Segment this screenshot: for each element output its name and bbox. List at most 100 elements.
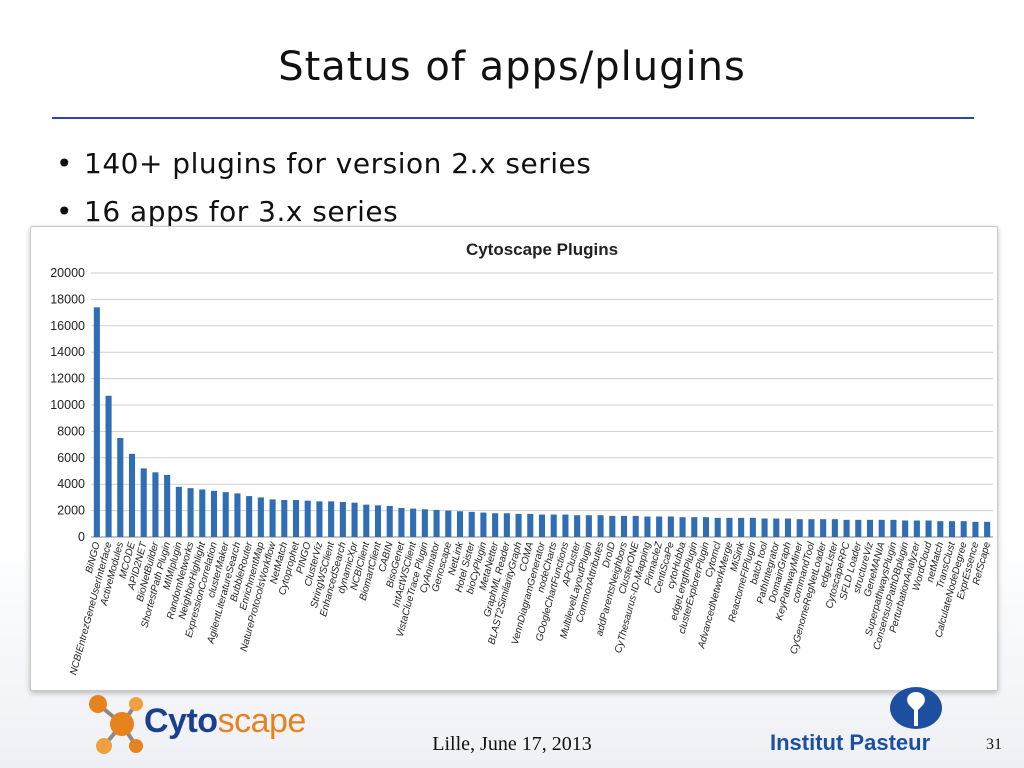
y-tick-label: 6000 — [57, 451, 85, 465]
bullet-list: • 140+ plugins for version 2.x series • … — [56, 140, 591, 236]
bar — [925, 520, 932, 537]
cytoscape-network-icon — [89, 695, 143, 754]
cytoscape-wordmark: Cytoscape — [144, 702, 306, 740]
page-number: 31 — [986, 736, 1002, 753]
bar — [363, 504, 370, 537]
bar — [773, 518, 780, 537]
chart-title: Cytoscape Plugins — [466, 240, 618, 259]
bar — [257, 497, 264, 537]
bar — [948, 521, 956, 537]
bar — [210, 490, 218, 537]
bullet-text: 16 apps for 3.x series — [84, 195, 399, 228]
bar — [597, 515, 604, 537]
bar — [386, 505, 393, 537]
bar — [292, 500, 300, 537]
bar — [515, 513, 522, 537]
bar — [328, 501, 335, 537]
bullet-dot-icon: • — [56, 147, 74, 180]
bar — [164, 474, 171, 537]
bar — [691, 517, 698, 537]
y-tick-label: 20000 — [50, 266, 85, 280]
bar — [574, 515, 581, 537]
bar — [187, 488, 194, 537]
bar — [702, 517, 710, 537]
bar — [222, 492, 229, 537]
pasteur-emblem-icon — [890, 687, 942, 729]
bar — [140, 468, 147, 537]
bar — [937, 521, 944, 537]
bar — [93, 307, 100, 537]
bar — [738, 517, 745, 537]
bar — [550, 514, 557, 537]
bar — [902, 520, 909, 537]
bar — [234, 493, 241, 537]
bar — [105, 395, 112, 537]
y-tick-label: 12000 — [50, 372, 85, 386]
bar — [796, 519, 803, 537]
bar — [480, 512, 487, 537]
pasteur-wordmark: Institut Pasteur — [770, 730, 931, 755]
bar — [855, 519, 862, 537]
bar — [492, 513, 499, 537]
bar — [679, 517, 686, 537]
slide-title: Status of apps/plugins — [278, 44, 746, 90]
y-tick-label: 0 — [78, 530, 85, 544]
y-tick-label: 2000 — [57, 504, 85, 518]
bar — [339, 502, 346, 537]
bar — [831, 519, 838, 537]
bar — [749, 517, 756, 537]
bar — [820, 519, 827, 537]
y-tick-label: 18000 — [50, 292, 85, 306]
bar — [421, 509, 428, 537]
bar — [585, 515, 592, 537]
bar — [152, 472, 159, 537]
bullet-dot-icon: • — [56, 195, 74, 228]
institut-pasteur-logo: Institut Pasteur — [770, 686, 942, 764]
bar — [726, 517, 733, 537]
bar — [632, 515, 639, 537]
bar — [656, 516, 663, 537]
bar — [433, 509, 440, 537]
bar — [808, 519, 815, 537]
bar — [304, 500, 311, 537]
bar — [714, 517, 721, 537]
bar — [175, 486, 182, 537]
bar — [843, 519, 850, 537]
bar — [398, 507, 405, 537]
bar — [984, 521, 991, 537]
bar-chart: Cytoscape Plugins 0 2000 4000 6000 8000 10000 1… — [50, 240, 993, 676]
bar — [316, 501, 323, 537]
bar — [199, 489, 206, 537]
bar — [972, 521, 979, 537]
cytoscape-logo: Cytoscape — [84, 690, 306, 756]
bar — [351, 502, 358, 537]
bar — [960, 521, 967, 537]
bullet-item: • 140+ plugins for version 2.x series — [56, 140, 591, 188]
y-tick-label: 4000 — [57, 477, 85, 491]
bar — [878, 519, 885, 537]
bar — [890, 519, 897, 537]
bar — [761, 518, 768, 537]
bullet-item: • 16 apps for 3.x series — [56, 188, 591, 236]
bar — [562, 514, 569, 537]
bar — [269, 499, 276, 537]
y-tick-label: 10000 — [50, 398, 85, 412]
bar — [117, 438, 124, 537]
bar — [246, 496, 253, 537]
bar — [913, 520, 920, 537]
bar — [609, 515, 616, 537]
bar — [128, 453, 136, 537]
bar — [667, 516, 674, 537]
bar — [866, 519, 874, 537]
bar — [784, 518, 792, 537]
bar — [468, 511, 475, 537]
bullet-text: 140+ plugins for version 2.x series — [84, 147, 592, 180]
bar — [410, 508, 417, 537]
y-tick-label: 14000 — [50, 345, 85, 359]
title-underline — [52, 117, 974, 119]
y-tick-label: 16000 — [50, 319, 85, 333]
bar — [527, 513, 534, 537]
bar — [503, 513, 510, 537]
bar — [374, 505, 382, 537]
footer-date: Lille, June 17, 2013 — [432, 733, 592, 755]
